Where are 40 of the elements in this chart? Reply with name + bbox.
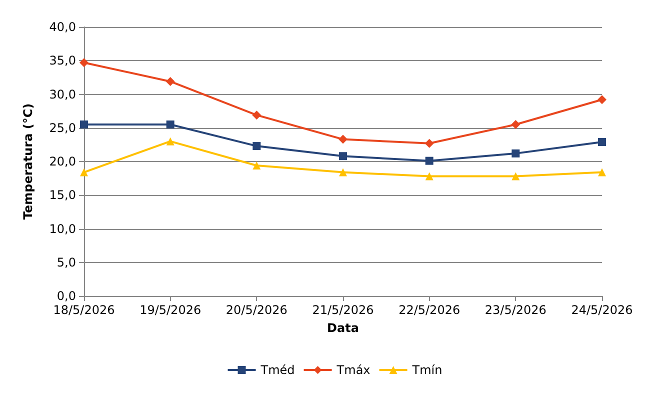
x-tick-label: 19/5/2026 bbox=[140, 303, 202, 317]
point bbox=[252, 162, 261, 170]
y-tick-label: 15,0 bbox=[49, 188, 76, 202]
y-tick-label: 10,0 bbox=[49, 222, 76, 236]
point bbox=[598, 168, 606, 176]
point bbox=[166, 120, 174, 129]
y-tick-label: 0,0 bbox=[56, 289, 76, 303]
point bbox=[598, 138, 606, 146]
point bbox=[166, 137, 174, 146]
point bbox=[252, 110, 262, 120]
point bbox=[80, 168, 88, 176]
x-tick-label: 22/5/2026 bbox=[398, 303, 460, 317]
x-tick-label: 23/5/2026 bbox=[484, 303, 546, 317]
y-tick-label: 20,0 bbox=[49, 154, 76, 168]
point bbox=[512, 172, 520, 180]
point bbox=[339, 152, 347, 160]
point bbox=[512, 149, 520, 158]
legend-label: Tméd bbox=[260, 363, 295, 377]
y-tick-label: 25,0 bbox=[49, 120, 76, 135]
legend-label: Tmáx bbox=[336, 363, 370, 377]
point bbox=[166, 76, 175, 86]
legend-label: Tmín bbox=[411, 363, 442, 377]
x-tick-label: 21/5/2026 bbox=[312, 303, 374, 317]
point bbox=[425, 156, 434, 165]
x-axis-title: Data bbox=[327, 321, 359, 335]
point bbox=[511, 120, 520, 130]
point bbox=[338, 134, 348, 144]
point bbox=[598, 95, 606, 104]
point bbox=[425, 172, 434, 180]
y-tick-label: 35,0 bbox=[49, 54, 76, 68]
y-axis-title: Temperatura (°C) bbox=[21, 103, 35, 220]
x-tick-label: 20/5/2026 bbox=[226, 303, 288, 317]
y-tick-label: 40,0 bbox=[49, 20, 76, 34]
y-tick-label: 5,0 bbox=[56, 255, 76, 270]
y-tick-label: 30,0 bbox=[49, 87, 76, 102]
x-tick-label: 24/5/2026 bbox=[571, 303, 633, 317]
point bbox=[424, 138, 434, 148]
point bbox=[252, 142, 261, 150]
point bbox=[339, 168, 347, 176]
x-tick-label: 18/5/2026 bbox=[53, 303, 115, 317]
